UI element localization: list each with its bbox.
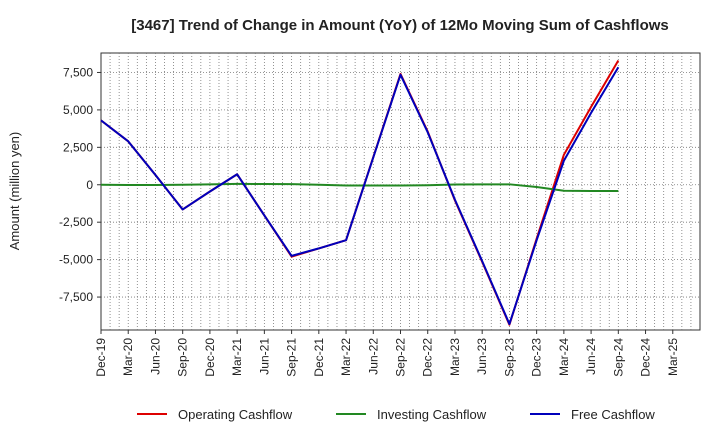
x-tick-label: Sep-22	[394, 338, 408, 377]
x-tick-label: Mar-25	[666, 338, 680, 376]
series-line-investing-cashflow	[100, 182, 619, 193]
x-tick-label: Dec-21	[312, 338, 326, 377]
x-tick-label: Sep-24	[611, 338, 625, 377]
x-tick-label: Sep-20	[176, 338, 190, 377]
x-axis-ticks: Dec-19 Mar-20 Jun-20 Sep-20 Dec-20 Mar-21 Jun-…	[94, 330, 680, 377]
x-tick-label: Dec-23	[530, 338, 544, 377]
y-axis-ticks: 7,500 5,000 2,500 0 -2,500 -5,000 -7,500	[59, 65, 101, 304]
series-line-free-cashflow	[100, 66, 620, 326]
legend: Operating Cashflow Investing Cashflow Free…	[137, 407, 655, 422]
y-tick-label: 2,500	[63, 140, 93, 154]
x-tick-label: Jun-24	[584, 338, 598, 375]
x-tick-label: Mar-24	[557, 338, 571, 376]
legend-label: Free Cashflow	[571, 407, 655, 422]
x-tick-label: Jun-21	[257, 338, 271, 375]
x-tick-label: Mar-22	[339, 338, 353, 376]
y-axis-label: Amount (million yen)	[7, 132, 22, 251]
x-tick-label: Sep-23	[502, 338, 516, 377]
legend-label: Investing Cashflow	[377, 407, 487, 422]
y-tick-label: -2,500	[59, 215, 93, 229]
x-tick-label: Mar-23	[448, 338, 462, 376]
x-tick-label: Dec-24	[639, 338, 653, 377]
x-tick-label: Mar-21	[230, 338, 244, 376]
x-tick-label: Jun-23	[475, 338, 489, 375]
x-tick-label: Jun-22	[366, 338, 380, 375]
y-tick-label: -5,000	[59, 253, 93, 267]
x-tick-label: Dec-20	[203, 338, 217, 377]
series-lines	[100, 59, 620, 326]
legend-label: Operating Cashflow	[178, 407, 293, 422]
chart-title: [3467] Trend of Change in Amount (YoY) o…	[131, 17, 669, 34]
x-tick-label: Dec-19	[94, 338, 108, 377]
x-tick-label: Jun-20	[148, 338, 162, 375]
y-tick-label: -7,500	[59, 290, 93, 304]
y-tick-label: 7,500	[63, 65, 93, 79]
y-tick-label: 5,000	[63, 103, 93, 117]
y-tick-label: 0	[86, 178, 93, 192]
x-tick-label: Dec-22	[421, 338, 435, 377]
x-tick-label: Mar-20	[121, 338, 135, 376]
x-tick-label: Sep-21	[285, 338, 299, 377]
